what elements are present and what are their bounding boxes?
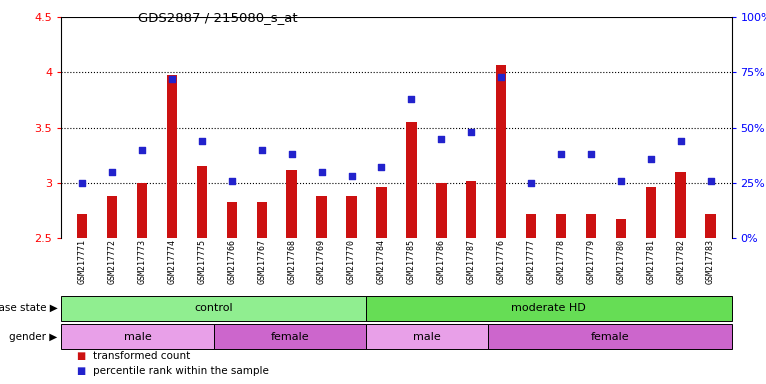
Text: GSM217766: GSM217766 bbox=[228, 239, 237, 284]
Text: GSM217784: GSM217784 bbox=[377, 239, 386, 284]
Point bbox=[106, 169, 118, 175]
Point bbox=[675, 138, 687, 144]
Point bbox=[196, 138, 208, 144]
Text: GSM217770: GSM217770 bbox=[347, 239, 356, 284]
Bar bbox=[214, 324, 366, 349]
Bar bbox=[167, 75, 177, 238]
Point bbox=[435, 136, 447, 142]
Text: GSM217769: GSM217769 bbox=[317, 239, 326, 284]
Bar bbox=[286, 170, 297, 238]
Bar bbox=[586, 214, 596, 238]
Bar bbox=[316, 196, 327, 238]
Point bbox=[645, 156, 657, 162]
Point bbox=[316, 169, 328, 175]
Text: GSM217786: GSM217786 bbox=[437, 239, 446, 284]
Bar bbox=[197, 166, 207, 238]
Point bbox=[584, 151, 597, 157]
Text: ■: ■ bbox=[77, 351, 86, 361]
Point bbox=[614, 178, 627, 184]
Text: GDS2887 / 215080_s_at: GDS2887 / 215080_s_at bbox=[138, 12, 297, 25]
Bar bbox=[646, 187, 656, 238]
Text: GSM217773: GSM217773 bbox=[138, 239, 146, 284]
Point bbox=[166, 76, 178, 82]
Point bbox=[525, 180, 537, 186]
Bar bbox=[257, 202, 267, 238]
Bar bbox=[556, 214, 566, 238]
Text: GSM217778: GSM217778 bbox=[556, 239, 565, 284]
Text: GSM217785: GSM217785 bbox=[407, 239, 416, 284]
Bar bbox=[436, 183, 447, 238]
Bar bbox=[376, 187, 387, 238]
Bar bbox=[366, 296, 732, 321]
Point bbox=[555, 151, 567, 157]
Text: transformed count: transformed count bbox=[93, 351, 191, 361]
Bar bbox=[525, 214, 536, 238]
Text: control: control bbox=[195, 303, 233, 313]
Text: GSM217776: GSM217776 bbox=[496, 239, 506, 284]
Point bbox=[405, 96, 417, 102]
Text: GSM217777: GSM217777 bbox=[526, 239, 535, 284]
Text: female: female bbox=[591, 332, 629, 342]
Bar bbox=[137, 183, 147, 238]
Bar bbox=[61, 324, 214, 349]
Text: GSM217775: GSM217775 bbox=[198, 239, 206, 284]
Text: female: female bbox=[270, 332, 309, 342]
Bar bbox=[107, 196, 117, 238]
Bar bbox=[496, 65, 506, 238]
Bar bbox=[227, 202, 237, 238]
Text: male: male bbox=[123, 332, 152, 342]
Bar bbox=[676, 172, 686, 238]
Text: GSM217774: GSM217774 bbox=[168, 239, 176, 284]
Point bbox=[375, 164, 388, 170]
Text: GSM217781: GSM217781 bbox=[647, 239, 655, 284]
Text: gender ▶: gender ▶ bbox=[9, 332, 57, 342]
Text: GSM217771: GSM217771 bbox=[77, 239, 87, 284]
Point bbox=[705, 178, 717, 184]
Text: moderate HD: moderate HD bbox=[512, 303, 586, 313]
Bar bbox=[366, 324, 488, 349]
Text: GSM217787: GSM217787 bbox=[466, 239, 476, 284]
Text: GSM217768: GSM217768 bbox=[287, 239, 296, 284]
Point bbox=[286, 151, 298, 157]
Point bbox=[226, 178, 238, 184]
Bar bbox=[616, 219, 626, 238]
Text: GSM217783: GSM217783 bbox=[706, 239, 715, 284]
Bar bbox=[61, 296, 366, 321]
Point bbox=[465, 129, 477, 135]
Text: GSM217779: GSM217779 bbox=[587, 239, 595, 284]
Text: GSM217780: GSM217780 bbox=[617, 239, 625, 284]
Point bbox=[76, 180, 88, 186]
Text: disease state ▶: disease state ▶ bbox=[0, 303, 57, 313]
Text: GSM217772: GSM217772 bbox=[108, 239, 116, 284]
Bar bbox=[466, 181, 476, 238]
Bar bbox=[488, 324, 732, 349]
Bar bbox=[406, 122, 417, 238]
Text: percentile rank within the sample: percentile rank within the sample bbox=[93, 366, 270, 376]
Bar bbox=[346, 196, 357, 238]
Point bbox=[136, 147, 148, 153]
Text: GSM217782: GSM217782 bbox=[676, 239, 685, 284]
Point bbox=[345, 173, 358, 179]
Point bbox=[495, 74, 507, 80]
Bar bbox=[77, 214, 87, 238]
Point bbox=[256, 147, 268, 153]
Bar bbox=[705, 214, 715, 238]
Text: GSM217767: GSM217767 bbox=[257, 239, 267, 284]
Text: ■: ■ bbox=[77, 366, 86, 376]
Text: male: male bbox=[413, 332, 440, 342]
